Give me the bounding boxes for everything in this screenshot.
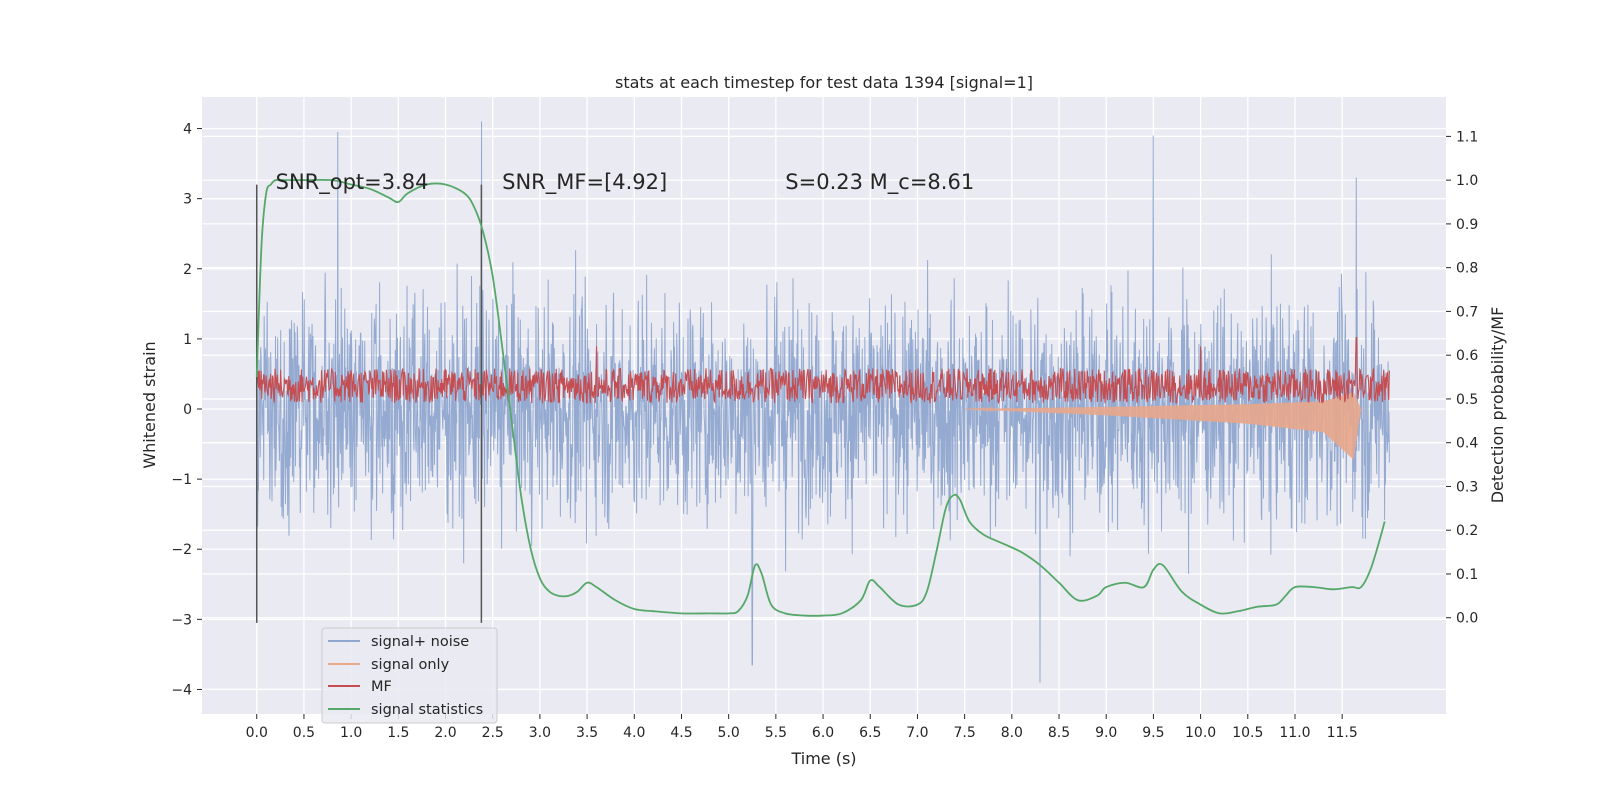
y-tick-label-0: −4 [171, 682, 192, 698]
legend: signal+ noise signal only MF signal stat… [321, 627, 498, 724]
y2-tick-label-3: 0.3 [1456, 479, 1478, 495]
plot-layers [255, 121, 1390, 683]
annotation-0: SNR_opt=3.84 [276, 170, 429, 195]
x-tick-label-6: 3.0 [529, 725, 551, 741]
y-tick-label-4: 0 [183, 402, 192, 418]
x-tick-label-1: 0.5 [293, 725, 315, 741]
annotations: SNR_opt=3.84 SNR_MF=[4.92] S=0.23 M_c=8.61 [276, 170, 975, 195]
x-tick-label-20: 10.0 [1185, 725, 1216, 741]
x-tick-label-14: 7.0 [906, 725, 928, 741]
y-tick-label-5: 1 [183, 332, 192, 348]
signal-statistics-line [255, 178, 1386, 617]
y2-tick-label-2: 0.2 [1456, 523, 1478, 539]
y-tick-label-7: 3 [183, 192, 192, 208]
y-axis-label: Whitened strain [140, 341, 159, 468]
y2-tick-label-9: 0.9 [1456, 217, 1478, 233]
annotation-2: S=0.23 M_c=8.61 [785, 170, 974, 195]
x-tick-label-5: 2.5 [482, 725, 504, 741]
x-tick-label-2: 1.0 [340, 725, 362, 741]
y2-tick-label-10: 1.0 [1456, 173, 1478, 189]
y-tick-label-1: −3 [171, 612, 192, 628]
y2-tick-label-0: 0.0 [1456, 611, 1478, 627]
legend-box [321, 627, 498, 724]
y2-axis-ticks: 0.0 0.1 0.2 0.3 0.4 0.5 0.6 0.7 0.8 0.9 1.0 1.1 [1446, 129, 1478, 627]
x-tick-label-17: 8.5 [1048, 725, 1070, 741]
x-tick-label-0: 0.0 [246, 725, 268, 741]
annotation-1: SNR_MF=[4.92] [502, 170, 667, 195]
y-tick-label-3: −1 [171, 472, 192, 488]
series-signal-statistics [255, 178, 1386, 617]
x-tick-label-22: 11.0 [1279, 725, 1310, 741]
legend-label-signal-noise: signal+ noise [371, 634, 469, 650]
y2-tick-label-5: 0.5 [1456, 392, 1478, 408]
x-tick-label-4: 2.0 [434, 725, 456, 741]
x-tick-label-3: 1.5 [387, 725, 409, 741]
x-tick-label-18: 9.0 [1095, 725, 1117, 741]
legend-label-signal-statistics: signal statistics [371, 702, 483, 718]
event-window-lines [255, 184, 483, 623]
y2-axis-label: Detection probability/MF [1488, 307, 1507, 504]
series-signal-only [964, 392, 1362, 460]
y2-tick-label-4: 0.4 [1456, 436, 1478, 452]
x-tick-label-7: 3.5 [576, 725, 598, 741]
y2-tick-label-6: 0.6 [1456, 348, 1478, 364]
y-tick-label-8: 4 [183, 122, 192, 138]
x-tick-label-19: 9.5 [1142, 725, 1164, 741]
legend-label-mf: MF [371, 679, 392, 695]
y-axis-ticks: −4 −3 −2 −1 0 1 2 3 4 [171, 122, 202, 698]
mf-line [256, 337, 1390, 405]
x-tick-label-23: 11.5 [1327, 725, 1358, 741]
x-axis-label: Time (s) [790, 749, 856, 768]
x-tick-label-11: 5.5 [765, 725, 787, 741]
x-tick-label-10: 5.0 [718, 725, 740, 741]
y-tick-label-6: 2 [183, 262, 192, 278]
x-tick-label-15: 7.5 [954, 725, 976, 741]
grid [202, 97, 1446, 714]
x-axis-ticks: 0.0 0.5 1.0 1.5 2.0 2.5 3.0 3.5 4.0 4.5 5.0 5.5 6.0 6… [246, 714, 1358, 741]
x-tick-label-13: 6.5 [859, 725, 881, 741]
y2-tick-label-7: 0.7 [1456, 304, 1478, 320]
y-tick-label-2: −2 [171, 542, 192, 558]
x-tick-label-12: 6.0 [812, 725, 834, 741]
x-tick-label-9: 4.5 [670, 725, 692, 741]
signal-only-line [964, 392, 1362, 460]
x-tick-label-21: 10.5 [1232, 725, 1263, 741]
x-tick-label-16: 8.0 [1001, 725, 1023, 741]
y2-tick-label-8: 0.8 [1456, 261, 1478, 277]
legend-label-signal-only: signal only [371, 657, 450, 673]
x-tick-label-8: 4.0 [623, 725, 645, 741]
y2-tick-label-11: 1.1 [1456, 129, 1478, 145]
series-mf [256, 337, 1390, 405]
chart-title: stats at each timestep for test data 139… [615, 73, 1033, 92]
y2-tick-label-1: 0.1 [1456, 567, 1478, 583]
